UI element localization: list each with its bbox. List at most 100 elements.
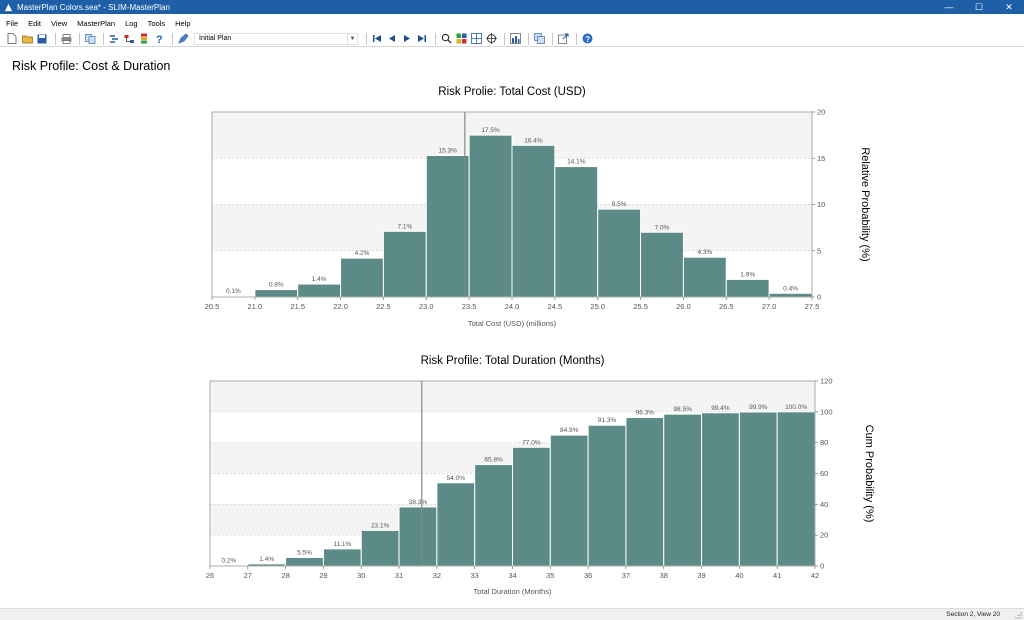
next-icon[interactable] [401,33,413,45]
menu-masterplan[interactable]: MasterPlan [77,19,116,28]
open-icon[interactable] [21,33,33,45]
x-tick-label: 22.5 [376,302,391,311]
prev-icon[interactable] [386,33,398,45]
bar-value-label: 99.4% [711,405,730,412]
last-icon[interactable] [416,33,428,45]
menu-view[interactable]: View [51,19,68,28]
view-icon[interactable] [509,33,521,45]
minimize-button[interactable]: — [944,2,954,12]
chevron-down-icon[interactable]: ▼ [347,33,357,44]
toolbar-separator [576,32,577,45]
close-button[interactable]: ✕ [1005,1,1013,12]
bar-value-label: 0.2% [221,558,236,565]
histogram-bar [254,289,299,298]
bar-value-label: 0.8% [269,282,284,289]
y-tick-label: 15 [817,154,825,163]
bar-value-label: 98.5% [673,406,692,413]
x-tick-label: 39 [697,571,705,580]
y-tick-label: 40 [820,500,828,509]
bar-value-label: 5.5% [297,550,312,557]
bar-value-label: 1.4% [312,276,327,283]
plan-select[interactable]: Initial Plan ▼ [194,32,358,45]
x-tick-label: 23.0 [419,302,434,311]
histogram-bar [511,144,556,298]
export-icon[interactable] [557,33,569,45]
maximize-button[interactable]: ☐ [974,1,984,12]
y-tick-label: 0 [820,562,824,571]
menu-tools[interactable]: Tools [147,19,166,28]
app-logo-icon [4,3,13,11]
edit-icon[interactable] [177,33,189,45]
x-tick-label: 21.5 [290,302,305,311]
new-icon[interactable] [6,33,18,45]
bar-value-label: 91.3% [598,417,617,424]
chart-title: Risk Prolie: Total Cost (USD) [438,86,586,98]
x-tick-label: 33 [471,571,479,580]
bar-icon[interactable] [138,33,150,45]
bar-value-label: 7.0% [655,224,670,231]
info-icon[interactable]: ? [581,33,593,45]
x-tick-label: 42 [811,571,819,580]
toolbar: ? Initial Plan ▼ ? [0,31,1024,47]
save-icon[interactable] [36,33,48,45]
histogram-bar [554,166,599,298]
menu-file[interactable]: File [6,19,19,28]
zoom-icon[interactable] [440,33,452,45]
status-bar: Section 2, View 20 [0,608,1024,620]
svg-text:?: ? [585,35,590,44]
x-tick-label: 21.0 [248,302,263,311]
histogram-bar [340,257,384,298]
plan-select-value: Initial Plan [199,35,232,42]
x-tick-label: 40 [735,571,743,580]
first-icon[interactable] [371,33,383,45]
resize-grip-icon[interactable] [1014,611,1022,619]
toolbar-separator [435,32,436,45]
bar-value-label: 9.5% [612,201,627,208]
x-tick-label: 27.0 [762,302,777,311]
bar-value-label: 84.9% [560,427,579,434]
plot-band [210,381,815,412]
histogram-bar [425,154,470,298]
x-tick-label: 27 [244,571,252,580]
grid-icon[interactable] [455,33,467,45]
toolbar-separator [366,32,367,45]
x-tick-label: 23.5 [462,302,477,311]
menu-help[interactable]: Help [175,19,191,28]
y-tick-label: 0 [817,293,821,302]
histogram-bar [640,231,684,298]
panel-icon[interactable] [533,33,545,45]
print-icon[interactable] [60,33,72,45]
tree-icon[interactable] [123,33,135,45]
toolbar-separator [504,32,505,45]
y-tick-label: 20 [820,531,828,540]
histogram-bar [382,230,427,298]
histogram-bar [587,424,627,567]
menu-edit[interactable]: Edit [28,19,42,28]
bar-value-label: 65.8% [484,457,503,464]
help-icon[interactable]: ? [153,33,165,45]
bar-value-label: 0.1% [226,288,241,295]
x-tick-label: 25.0 [590,302,605,311]
histogram-bar [663,413,703,567]
toolbar-separator [528,32,529,45]
x-axis-label: Total Cost (USD) (millions) [468,319,557,328]
x-tick-label: 38 [660,571,668,580]
menu-log[interactable]: Log [125,19,138,28]
y-tick-label: 20 [817,108,825,117]
page-title: Risk Profile: Cost & Duration [12,59,171,73]
y-tick-label: 60 [820,469,828,478]
y-tick-label: 120 [820,377,833,386]
x-tick-label: 22.0 [333,302,348,311]
target-icon[interactable] [485,33,497,45]
toolbar-separator [103,32,104,45]
bar-value-label: 7.1% [397,223,412,230]
histogram-bar [285,557,324,567]
x-tick-label: 36 [584,571,592,580]
x-tick-label: 26.5 [719,302,734,311]
copy-icon[interactable] [84,33,96,45]
link-icon[interactable] [108,33,120,45]
status-text: Section 2, View 20 [946,611,1000,618]
bar-value-label: 17.5% [481,127,500,134]
layout-icon[interactable] [470,33,482,45]
